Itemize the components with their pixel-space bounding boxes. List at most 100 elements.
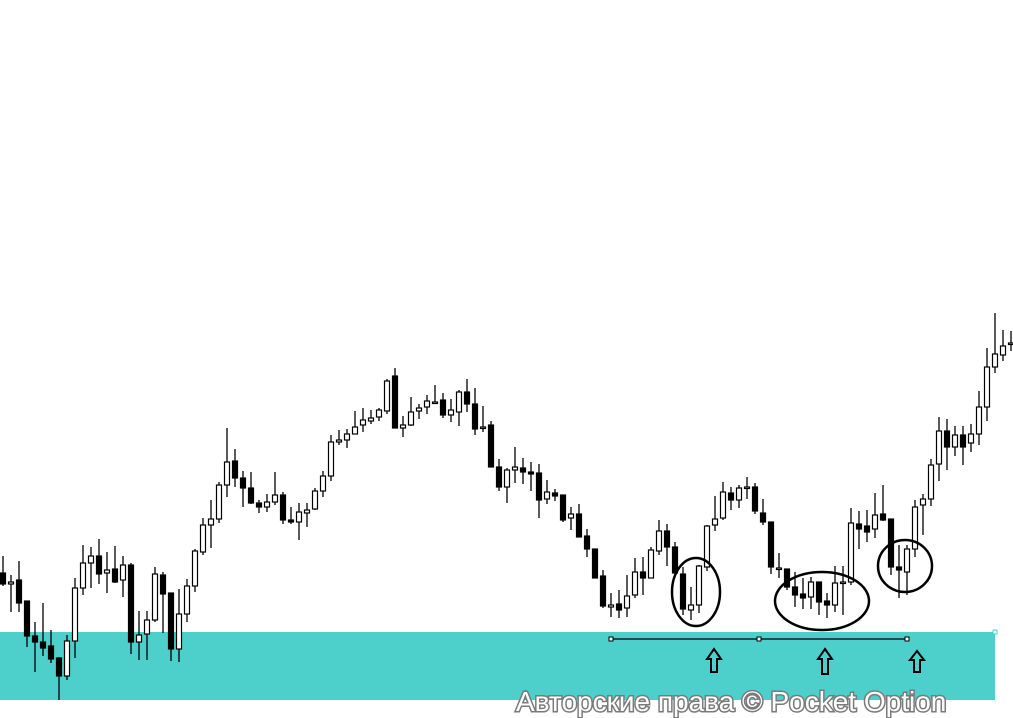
candle-bearish [887, 518, 895, 575]
candle-body [807, 581, 815, 598]
candle-body [791, 586, 799, 596]
candle-body [495, 466, 503, 488]
candle-body [207, 518, 215, 526]
candle-body [591, 548, 599, 579]
candle-body [127, 564, 135, 643]
candle-body [919, 498, 927, 506]
candle-bearish [575, 504, 583, 538]
candle-bearish [287, 507, 295, 524]
candle-body [247, 487, 255, 504]
candle-body [471, 403, 479, 430]
candle-body [751, 486, 759, 512]
candle-bearish [559, 494, 567, 522]
candle-body [487, 424, 495, 468]
candle-body [151, 573, 159, 621]
candle-body [671, 546, 679, 574]
candle-bearish [823, 593, 831, 618]
candle-bearish [127, 563, 135, 654]
candle-bullish [103, 552, 111, 593]
candle-bullish [975, 391, 983, 445]
candle-body [143, 619, 151, 635]
candle-bearish [759, 499, 767, 525]
candle-body [367, 417, 375, 422]
support-line-handle[interactable] [904, 636, 910, 642]
candle-body [239, 477, 247, 489]
candle-bullish [271, 472, 279, 505]
candle-bearish [0, 556, 7, 586]
candle-body [559, 494, 567, 521]
candle-body [943, 430, 951, 448]
candle-bullish [951, 426, 959, 456]
candle-body [687, 604, 695, 611]
candle-bullish [455, 390, 463, 426]
candle-body [439, 399, 447, 416]
candle-bullish [983, 348, 991, 421]
pattern-circle-3 [876, 538, 934, 594]
support-line-handle[interactable] [756, 636, 762, 642]
candle-bullish [719, 482, 727, 520]
candle-bullish [311, 488, 319, 510]
support-line[interactable] [608, 636, 910, 642]
candle-body [279, 494, 287, 521]
candle-body [407, 411, 415, 426]
candle-body [87, 555, 95, 564]
candle-bullish [199, 518, 207, 555]
candle-body [215, 484, 223, 520]
candle-bullish [511, 447, 519, 483]
candle-body [0, 572, 7, 585]
candle-bearish [463, 379, 471, 412]
candle-body [975, 406, 983, 435]
candle-bullish [847, 508, 855, 585]
candle-body [519, 467, 527, 473]
candle-bearish [855, 511, 863, 549]
candle-body [1007, 342, 1013, 346]
candle-body [255, 502, 263, 508]
candle-body [263, 501, 271, 508]
candle-body [543, 491, 551, 500]
candle-body [959, 434, 967, 448]
candle-bullish [327, 435, 335, 481]
candle-bearish [679, 567, 687, 615]
candle-body [327, 441, 335, 477]
candle-bullish [151, 567, 159, 622]
candle-bearish [15, 561, 23, 612]
candle-bearish [663, 524, 671, 566]
candle-body [335, 439, 343, 443]
candle-bearish [895, 545, 903, 598]
candle-body [351, 426, 359, 435]
candle-bearish [599, 570, 607, 608]
candle-bearish [23, 600, 31, 647]
candle-body [735, 487, 743, 501]
candle-body [567, 513, 575, 519]
arrow-up-icon [705, 647, 723, 673]
candle-body [799, 593, 807, 599]
candle-body [199, 524, 207, 553]
candle-bullish [303, 503, 311, 527]
candle-body [815, 581, 823, 603]
candle-body [39, 641, 47, 649]
candle-bullish [79, 545, 87, 595]
candle-bullish [927, 459, 935, 506]
candle-body [47, 645, 55, 660]
candle-body [895, 566, 903, 571]
highlight-zone [0, 632, 995, 700]
candle-body [623, 595, 631, 609]
candle-body [599, 575, 607, 607]
candle-bullish [415, 404, 423, 419]
candle-bearish [815, 581, 823, 615]
zone-resize-handle[interactable] [992, 629, 998, 635]
candle-bullish [775, 553, 783, 578]
candle-body [431, 401, 439, 405]
candle-bullish [623, 575, 631, 617]
candle-body [399, 424, 407, 429]
candle-body [303, 509, 311, 514]
watermark: Авторские права © Pocket Option [516, 686, 946, 717]
candle-body [911, 506, 919, 550]
pattern-circle-2 [773, 570, 871, 632]
candle-bullish [479, 406, 487, 432]
candle-bullish [711, 496, 719, 531]
candle-body [95, 555, 103, 575]
candle-body [951, 434, 959, 448]
pattern-circle-1 [670, 556, 722, 628]
support-line-handle[interactable] [608, 636, 614, 642]
